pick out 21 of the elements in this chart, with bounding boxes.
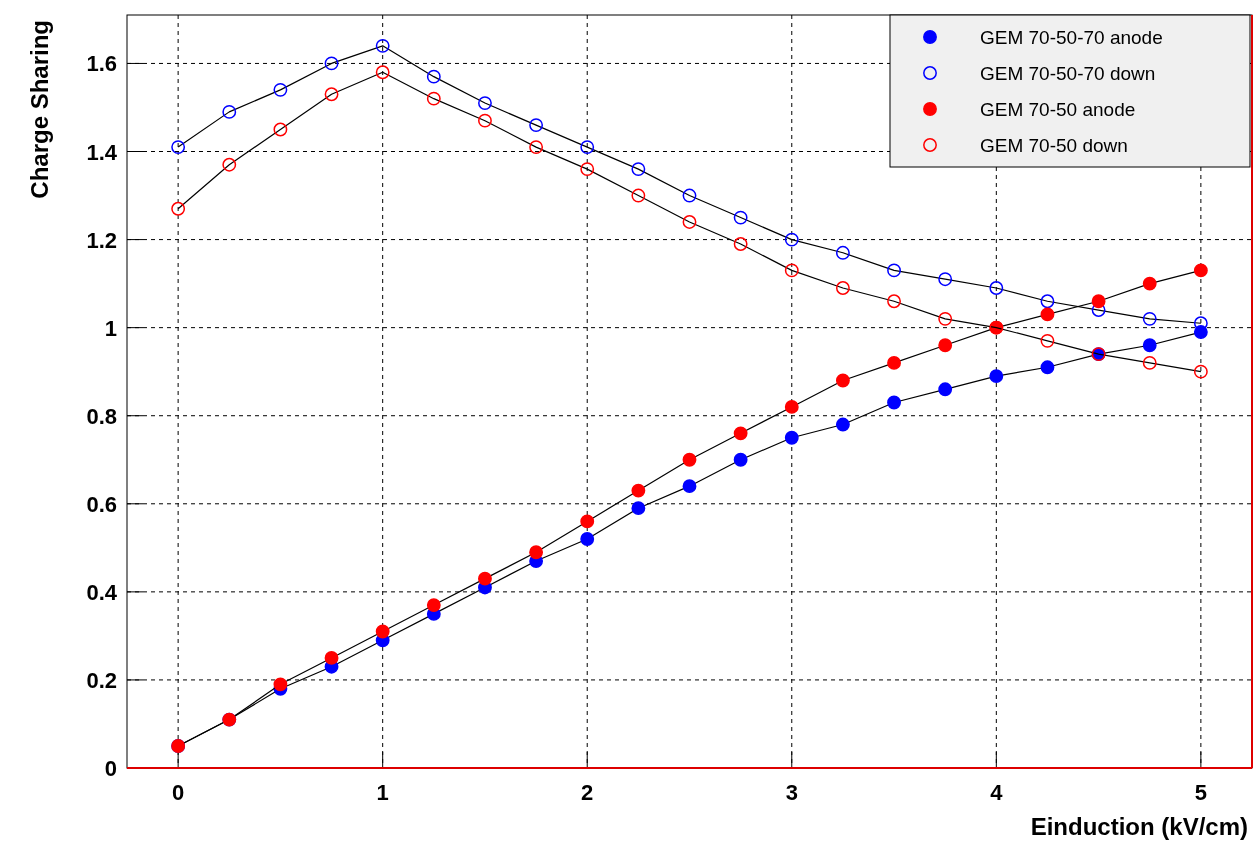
y-tick-label: 1 xyxy=(104,315,117,341)
x-tick-label: 3 xyxy=(785,780,798,805)
y-tick-label: 1.6 xyxy=(86,51,117,77)
y-tick-label: 0.4 xyxy=(86,579,118,605)
y-tick-label: 1.4 xyxy=(86,139,118,165)
y-tick-label: 0.6 xyxy=(86,491,117,517)
legend-label: GEM 70-50 down xyxy=(980,135,1128,156)
legend-label: GEM 70-50-70 anode xyxy=(980,27,1163,48)
legend-label: GEM 70-50 anode xyxy=(980,99,1136,120)
y-tick-label: 0.2 xyxy=(86,667,117,693)
y-tick-label: 0.8 xyxy=(86,403,117,429)
legend-label: GEM 70-50-70 down xyxy=(980,63,1156,84)
x-tick-label: 0 xyxy=(172,780,185,805)
x-tick-label: 2 xyxy=(581,780,594,805)
x-axis-title: Einduction (kV/cm) xyxy=(1030,813,1248,840)
x-tick-label: 5 xyxy=(1194,780,1207,805)
y-tick-label: 1.2 xyxy=(86,227,117,253)
y-tick-label: 0 xyxy=(104,756,117,781)
y-axis-title: Charge Sharing xyxy=(26,20,53,199)
x-tick-label: 4 xyxy=(990,780,1004,805)
x-tick-label: 1 xyxy=(376,780,389,805)
